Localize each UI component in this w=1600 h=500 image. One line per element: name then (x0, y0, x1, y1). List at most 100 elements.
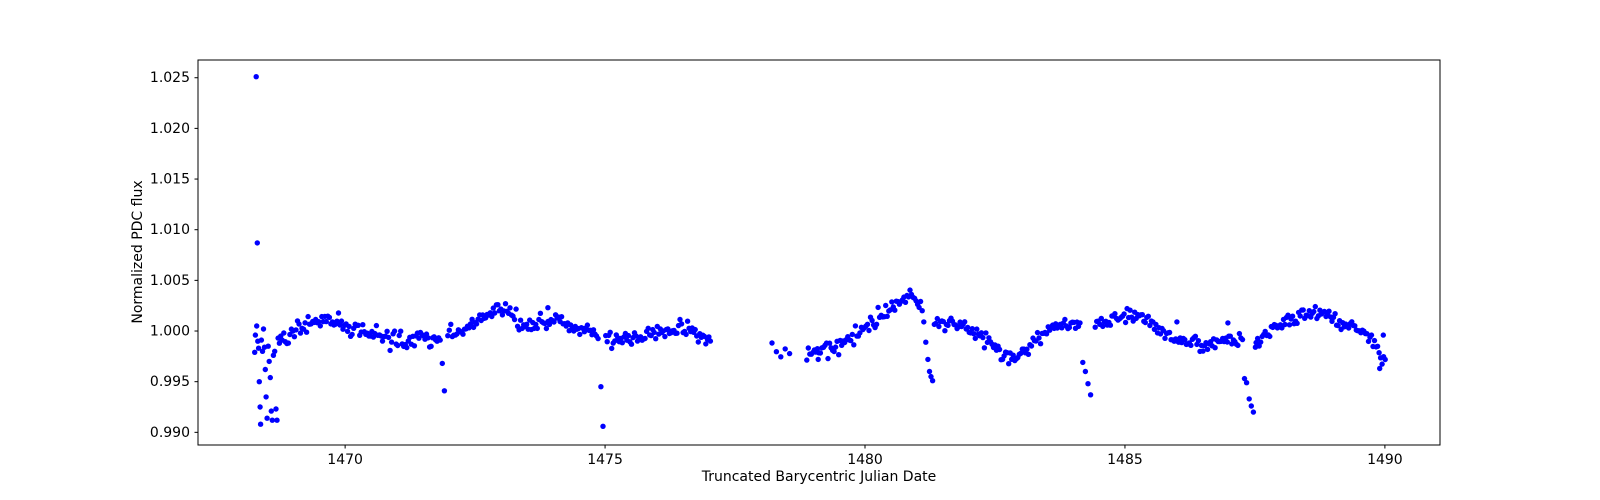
y-tick-label: 1.000 (150, 324, 190, 340)
data-point (1374, 343, 1381, 349)
data-point (1062, 316, 1068, 323)
data-point (1289, 313, 1296, 319)
data-point (1059, 325, 1065, 331)
data-point (892, 307, 898, 313)
data-point (805, 345, 811, 351)
data-point (546, 321, 553, 328)
data-point (1066, 324, 1073, 331)
data-point (884, 313, 890, 319)
data-point (817, 350, 824, 356)
data-point (1250, 409, 1257, 415)
data-point (1142, 319, 1149, 326)
data-point (259, 348, 266, 354)
data-point (590, 327, 597, 333)
data-point (467, 321, 474, 327)
data-point (936, 323, 942, 330)
data-point (677, 316, 683, 323)
data-point (439, 360, 445, 367)
data-point (255, 345, 262, 351)
data-point (1145, 313, 1152, 319)
data-point (265, 343, 271, 349)
data-point (291, 334, 298, 340)
data-point (607, 329, 613, 335)
data-point (707, 338, 714, 344)
data-point (272, 348, 278, 354)
data-point (1043, 331, 1050, 337)
data-point (1139, 312, 1146, 318)
data-point (925, 356, 931, 363)
data-point (1080, 359, 1086, 366)
data-point (460, 331, 466, 337)
data-point (864, 321, 871, 327)
data-point (851, 342, 857, 348)
data-point (1112, 311, 1118, 317)
data-point (848, 337, 854, 344)
x-tick-label: 1480 (847, 452, 883, 468)
data-point (425, 335, 431, 341)
data-point (1087, 392, 1094, 398)
data-point (1332, 311, 1338, 317)
data-point (1098, 315, 1105, 322)
data-point (1151, 326, 1158, 332)
x-tick-label: 1475 (587, 452, 623, 468)
data-point (274, 417, 280, 423)
x-tick-label: 1490 (1367, 452, 1403, 468)
data-point (1100, 323, 1106, 330)
data-point (303, 329, 310, 335)
data-point (875, 304, 881, 311)
data-point (1028, 343, 1035, 349)
data-point (849, 331, 855, 338)
data-point (1182, 337, 1188, 343)
data-point (1326, 308, 1332, 314)
data-point (1380, 332, 1387, 338)
y-tick-label: 1.010 (150, 222, 190, 238)
data-point (945, 322, 951, 329)
data-point (437, 337, 443, 343)
data-point (1300, 307, 1306, 313)
data-point (507, 305, 513, 311)
data-point (852, 323, 859, 329)
data-point (558, 314, 565, 320)
data-point (826, 340, 833, 346)
data-point (1082, 368, 1089, 375)
data-point (411, 343, 418, 349)
data-point (598, 384, 604, 390)
x-axis-label: Truncated Barycentric Julian Date (701, 469, 937, 485)
data-point (609, 345, 615, 352)
data-point (517, 317, 524, 323)
data-point (1285, 312, 1291, 318)
data-point (1262, 328, 1268, 335)
data-point (279, 337, 285, 343)
data-point (1107, 322, 1114, 328)
data-point (653, 336, 659, 342)
data-point (665, 326, 671, 332)
data-point (619, 340, 625, 346)
data-point (495, 302, 501, 308)
data-point (1267, 333, 1273, 340)
data-point (928, 373, 934, 380)
data-point (269, 417, 275, 423)
data-point (513, 306, 519, 312)
data-point (267, 374, 273, 381)
data-point (971, 331, 977, 337)
data-point (836, 352, 842, 358)
data-point (921, 319, 927, 325)
data-point (1246, 396, 1252, 402)
data-point (1188, 342, 1194, 348)
data-point (923, 339, 929, 345)
data-point (577, 331, 583, 338)
data-point (1036, 335, 1042, 341)
data-point (1192, 333, 1199, 339)
data-point (305, 313, 311, 320)
data-point (396, 332, 402, 339)
data-point (642, 335, 648, 342)
data-point (703, 341, 709, 347)
data-point (1018, 350, 1024, 356)
data-point (416, 335, 422, 341)
data-point (683, 331, 689, 338)
data-point (1364, 331, 1370, 337)
data-point (662, 333, 668, 340)
data-point (252, 332, 259, 338)
